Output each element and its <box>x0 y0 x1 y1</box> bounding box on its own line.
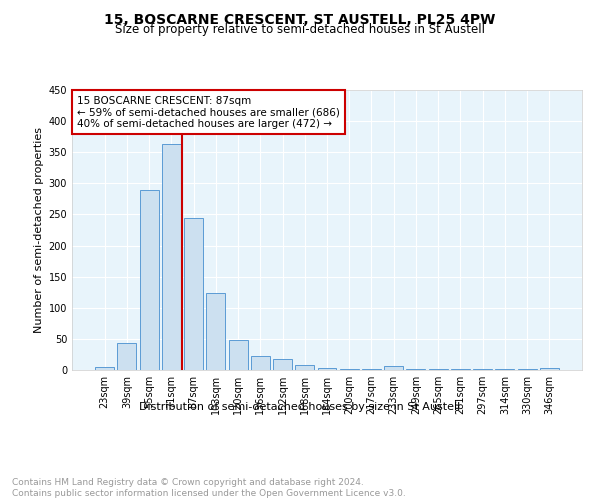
Text: 15 BOSCARNE CRESCENT: 87sqm
← 59% of semi-detached houses are smaller (686)
40% : 15 BOSCARNE CRESCENT: 87sqm ← 59% of sem… <box>77 96 340 129</box>
Bar <box>95 367 114 370</box>
Bar <box>406 369 425 370</box>
Bar <box>273 359 292 370</box>
Bar <box>140 190 158 370</box>
Bar <box>317 368 337 370</box>
Y-axis label: Number of semi-detached properties: Number of semi-detached properties <box>34 127 44 333</box>
Bar <box>162 144 181 370</box>
Text: Distribution of semi-detached houses by size in St Austell: Distribution of semi-detached houses by … <box>139 402 461 412</box>
Bar <box>384 366 403 370</box>
Bar <box>184 218 203 370</box>
Text: 15, BOSCARNE CRESCENT, ST AUSTELL, PL25 4PW: 15, BOSCARNE CRESCENT, ST AUSTELL, PL25 … <box>104 12 496 26</box>
Bar <box>251 356 270 370</box>
Text: Size of property relative to semi-detached houses in St Austell: Size of property relative to semi-detach… <box>115 22 485 36</box>
Bar <box>340 369 359 370</box>
Bar <box>229 340 248 370</box>
Bar <box>118 342 136 370</box>
Bar <box>540 368 559 370</box>
Text: Contains HM Land Registry data © Crown copyright and database right 2024.
Contai: Contains HM Land Registry data © Crown c… <box>12 478 406 498</box>
Bar <box>295 365 314 370</box>
Bar <box>206 294 225 370</box>
